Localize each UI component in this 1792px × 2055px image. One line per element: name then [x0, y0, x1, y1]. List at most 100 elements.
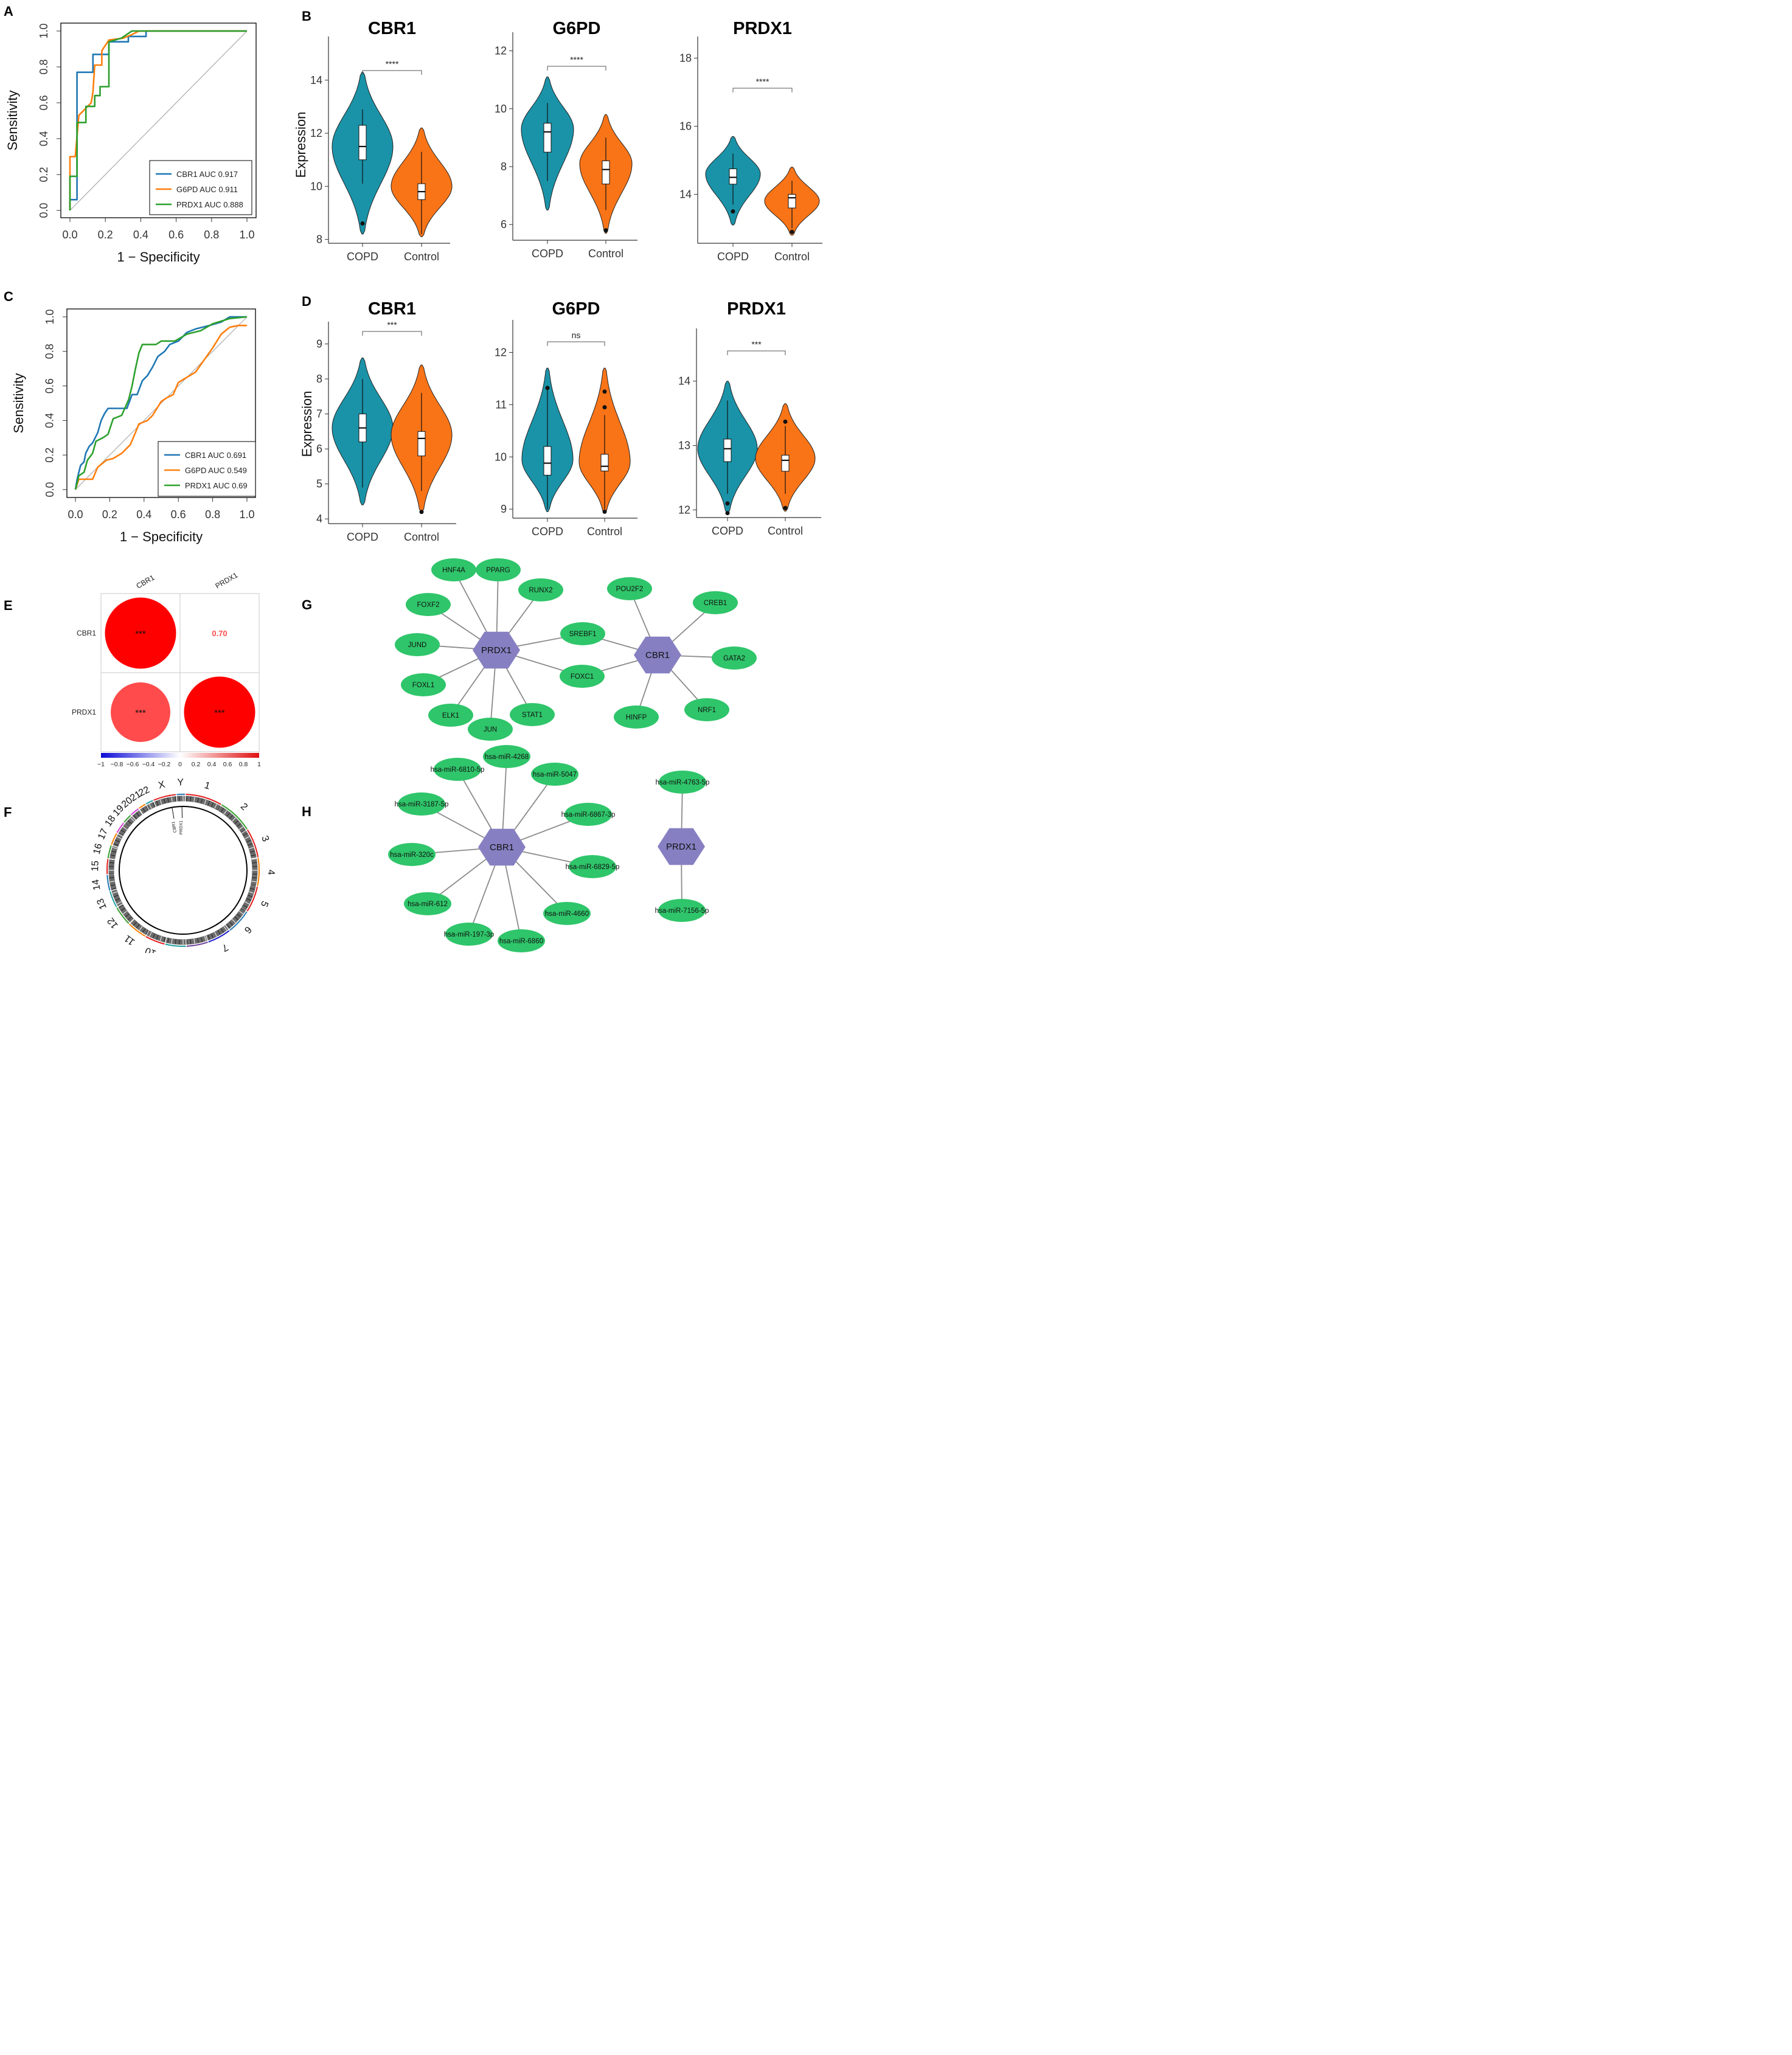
chromosome-band-11: [130, 919, 149, 935]
band-stripe: [251, 881, 257, 882]
node-creb1: [693, 591, 738, 614]
plot-title: G6PD: [552, 299, 600, 319]
iqr-box-copd: [729, 168, 737, 185]
node-label-nrf1: NRF1: [698, 707, 716, 714]
band-stripe: [249, 850, 255, 853]
hub-node-prdx1: [658, 828, 705, 865]
y-tick-label: 4: [316, 513, 322, 525]
iqr-box-copd: [543, 446, 552, 476]
band-stripe: [232, 919, 236, 923]
node-hsa-mir-612: [404, 892, 451, 915]
band-stripe: [110, 854, 116, 856]
band-stripe: [245, 836, 249, 839]
legend-label-prdx1: PRDX1 AUC 0.69: [185, 481, 248, 490]
chromosome-label-5: 5: [259, 899, 270, 909]
chromosome-band-7: [206, 925, 229, 941]
node-gata2: [712, 646, 757, 670]
node-label-hsa-mir-6810-5p: hsa-miR-6810-5p: [431, 766, 485, 774]
y-tick-label: 10: [495, 451, 507, 463]
plot-frame: [66, 308, 256, 498]
x-tick-label: Control: [774, 251, 810, 263]
chromosome-outline-8: [186, 941, 208, 947]
chromosome-band-8: [186, 935, 207, 945]
significance-label: ns: [572, 330, 581, 340]
band-stripe: [163, 799, 165, 804]
legend-label-cbr1: CBR1 AUC 0.917: [176, 170, 238, 179]
band-stripe: [251, 854, 256, 856]
band-stripe: [197, 797, 199, 803]
y-tick-label: 10: [310, 180, 322, 192]
node-label-jun: JUN: [484, 726, 497, 733]
scale-tick-label: 1: [257, 761, 261, 768]
hub-node-cbr1: [634, 636, 681, 674]
correlation-circle: [111, 682, 170, 742]
scale-tick-label: 0.6: [223, 761, 232, 768]
hub-label-prdx1: PRDX1: [481, 645, 512, 656]
chromosome-label-10: 10: [144, 945, 158, 953]
chromosome-outline-13: [109, 891, 117, 907]
band-stripe: [111, 850, 117, 853]
chromosome-outline-20: [130, 808, 139, 816]
roc-plot-a: 0.0 0.0 0.2 0.2 0.4 0.4 0.6 0.6 0.8 0.8 1.0 1.0 1 − …: [5, 23, 257, 265]
chromosome-band-18: [118, 823, 130, 836]
legend-box: [149, 160, 252, 215]
chromosome-label-13: 13: [95, 897, 109, 911]
hub-label-prdx1: PRDX1: [666, 842, 696, 852]
violin-plot-prdx1: PRDX1 14 16 18 COPD Control ****: [679, 19, 822, 263]
x-tick-label: 0.2: [102, 508, 117, 521]
color-scale-bar: [101, 753, 259, 758]
iqr-box-copd: [723, 438, 732, 462]
band-stripe: [156, 935, 159, 940]
legend-label-g6pd: G6PD AUC 0.549: [185, 466, 247, 475]
outlier-point-control: [603, 228, 608, 233]
band-stripe: [246, 898, 251, 901]
y-tick-label: 14: [679, 189, 692, 201]
significance-bracket: [732, 88, 793, 92]
node-jun: [468, 718, 513, 741]
x-tick-label: COPD: [712, 525, 743, 537]
scale-tick-label: −0.4: [142, 761, 155, 768]
outlier-point-control: [419, 510, 424, 515]
significance-stars: ***: [135, 629, 146, 639]
x-tick-label: 0.8: [205, 508, 220, 521]
band-stripe: [249, 888, 255, 890]
node-label-hsa-mir-6860: hsa-miR-6860: [499, 938, 543, 945]
panel-letter-d: D: [302, 294, 311, 309]
band-stripe: [220, 928, 224, 933]
iqr-box-control: [600, 454, 609, 471]
outlier-point-control: [790, 229, 794, 234]
legend-label-g6pd: G6PD AUC 0.911: [176, 185, 238, 194]
y-tick-label: 12: [678, 504, 690, 516]
band-stripe: [210, 802, 214, 808]
chromosome-band-5: [241, 885, 256, 910]
node-label-hsa-mir-4660: hsa-miR-4660: [545, 910, 589, 918]
band-stripe: [241, 907, 246, 911]
chromosome-band-22: [147, 802, 156, 810]
y-tick-label: 9: [501, 503, 507, 515]
significance-bracket: [362, 331, 422, 336]
node-nrf1: [684, 698, 729, 721]
band-stripe: [117, 901, 122, 904]
chromosome-label-22: 22: [137, 785, 151, 799]
band-stripe: [136, 924, 140, 929]
panel-letter-g: G: [302, 597, 312, 612]
band-stripe: [190, 939, 192, 944]
node-label-jund: JUND: [408, 642, 427, 649]
band-stripe: [193, 797, 195, 802]
node-jund: [395, 633, 440, 656]
outlier-point-control: [783, 505, 788, 510]
band-stripe: [167, 797, 169, 803]
plot-title: PRDX1: [727, 299, 786, 319]
roc-curve-prdx1: [69, 30, 247, 210]
node-stat1: [510, 703, 555, 726]
x-tick-label: COPD: [717, 251, 749, 263]
band-stripe: [123, 826, 128, 830]
x-tick-label: 0.4: [136, 508, 151, 521]
band-stripe: [207, 935, 210, 940]
significance-bracket: [362, 70, 422, 75]
circos-plot-f: 12345678910111213141516171819202122XYCBR…: [90, 777, 276, 953]
correlation-circle: [184, 676, 255, 748]
y-axis-title: Expression: [299, 391, 314, 457]
significance-label: ****: [570, 55, 583, 64]
row-label: PRDX1: [72, 708, 96, 716]
